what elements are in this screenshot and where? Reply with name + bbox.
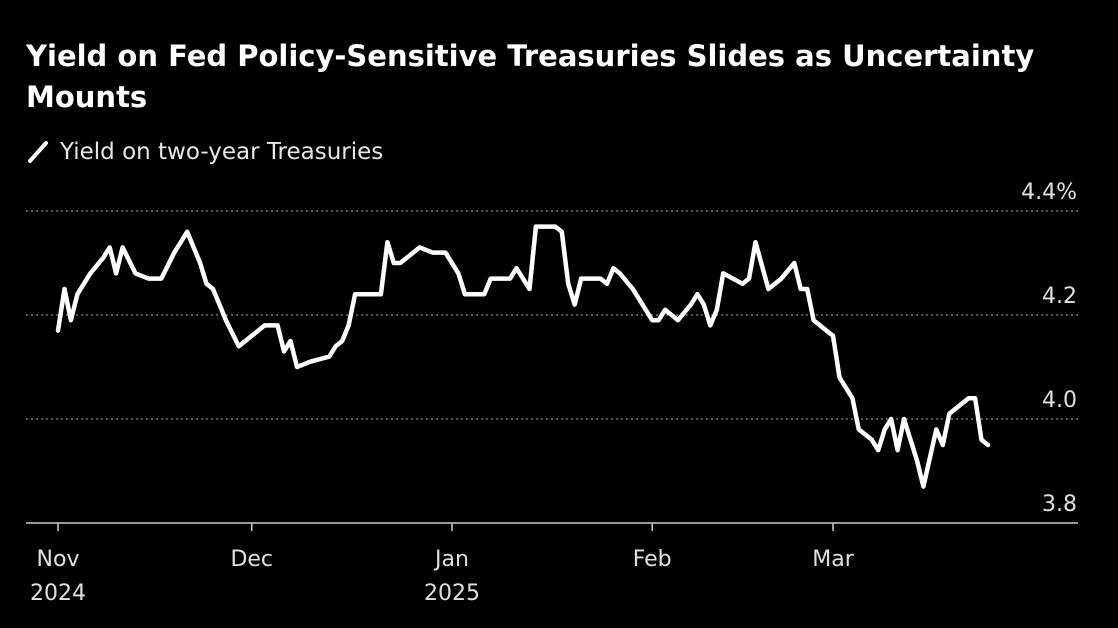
- x-axis: Nov 2024 Dec Jan 2025 Feb Mar: [26, 522, 1078, 606]
- x-tick-label: Feb: [633, 547, 672, 572]
- chart-title: Yield on Fed Policy-Sensitive Treasuries…: [26, 39, 1035, 114]
- slash-line-icon: [28, 141, 48, 163]
- x-tick-year-label: 2024: [30, 581, 86, 606]
- x-tick-year-label: 2025: [424, 581, 480, 606]
- series-layer: [55, 224, 991, 489]
- x-tick-label: Nov: [37, 547, 80, 572]
- y-tick-label: 4.0: [1042, 388, 1077, 413]
- series-line-two-year-yield: [55, 224, 991, 489]
- y-tick-label: 4.4%: [1021, 180, 1077, 205]
- x-tick-label: Mar: [812, 547, 854, 572]
- y-tick-label: 4.2: [1042, 284, 1077, 309]
- x-tick-label: Dec: [230, 547, 273, 572]
- y-tick-label: 3.8: [1042, 492, 1077, 517]
- legend: Yield on two-year Treasuries: [26, 136, 383, 168]
- x-tick-label: Jan: [433, 547, 469, 572]
- gridlines: [26, 210, 1078, 420]
- y-axis-ticks: 4.4% 4.2 4.0 3.8: [1021, 180, 1077, 517]
- legend-label: Yield on two-year Treasuries: [60, 139, 384, 165]
